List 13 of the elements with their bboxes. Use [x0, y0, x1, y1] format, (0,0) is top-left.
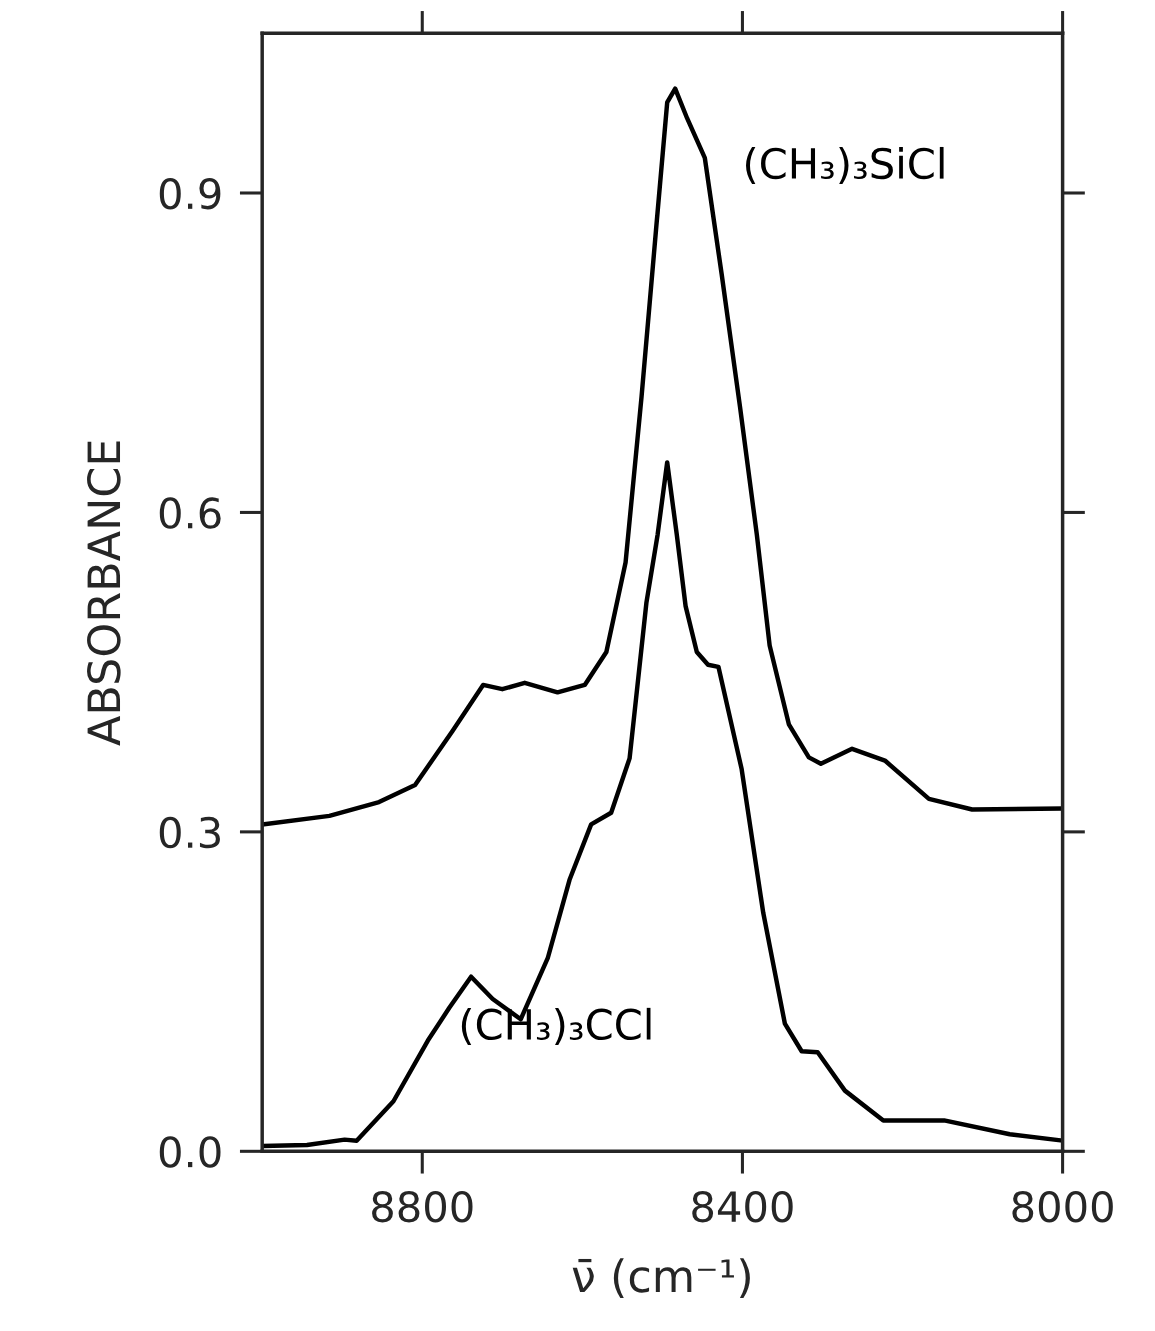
x-tick-label: 8800 [372, 1190, 473, 1223]
x-axis-title: ν̄ (cm⁻¹) [572, 1258, 750, 1298]
y-tick-label: 0.3 [159, 816, 220, 849]
y-tick-label: 0.0 [159, 1136, 221, 1168]
line-series [262, 460, 1063, 1149]
line-series [262, 86, 1063, 827]
y-tick-label: 0.9 [159, 177, 221, 210]
x-tick-label: 8400 [692, 1190, 793, 1223]
series-label: (CH₃)₃SiCl [746, 146, 944, 185]
series-label: (CH₃)₃CCl [461, 1007, 651, 1046]
y-axis-title: ABSORBANCE [87, 441, 121, 746]
y-tick-label: 0.6 [159, 497, 221, 529]
x-tick-label: 8000 [1012, 1190, 1113, 1223]
